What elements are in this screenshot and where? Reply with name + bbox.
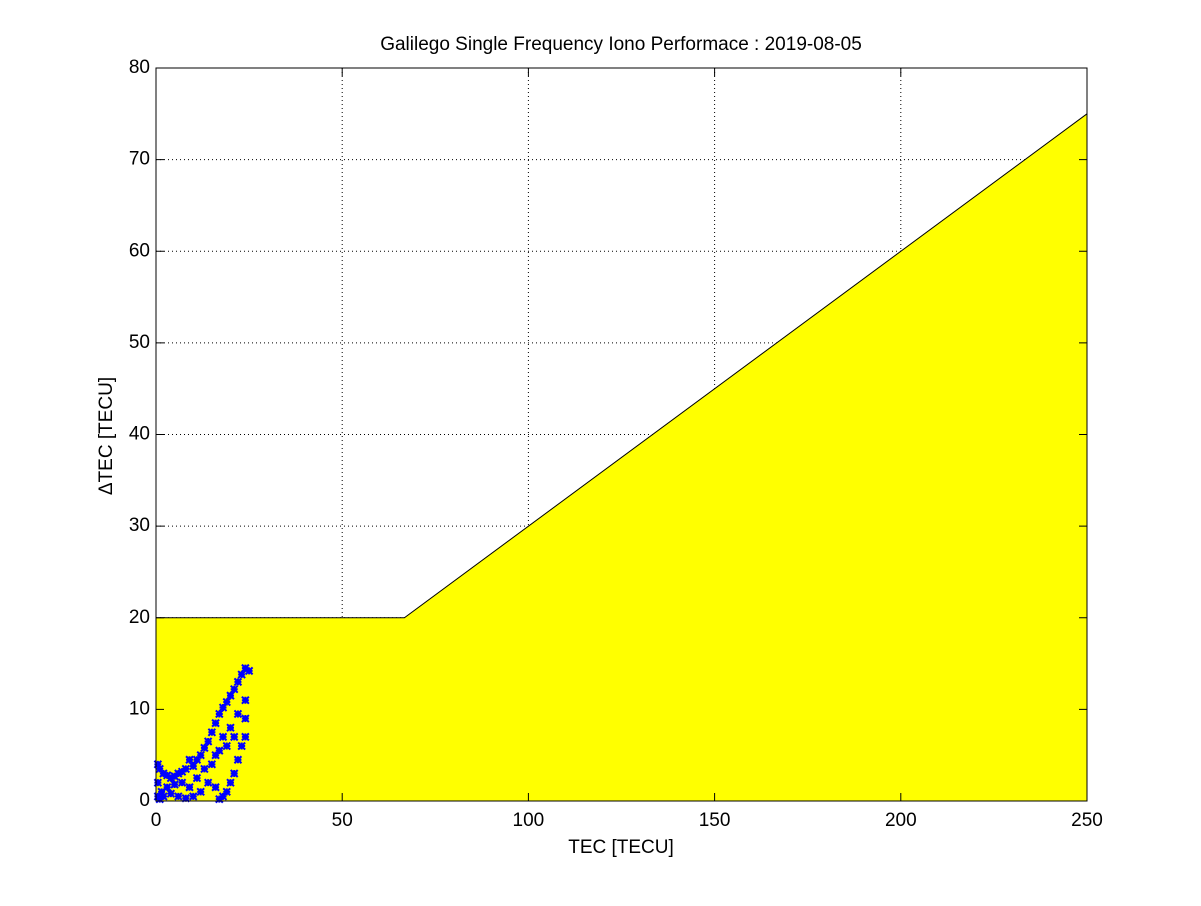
y-tick-label: 30 bbox=[129, 515, 150, 536]
y-tick-label: 40 bbox=[129, 424, 150, 445]
y-tick-label: 50 bbox=[129, 332, 150, 353]
scatter-point bbox=[222, 741, 231, 751]
scatter-point bbox=[207, 728, 217, 737]
scatter-point bbox=[200, 743, 209, 753]
scatter-point bbox=[162, 783, 172, 792]
scatter-point bbox=[215, 746, 224, 755]
scatter-point bbox=[200, 764, 209, 774]
scatter-point bbox=[233, 755, 243, 764]
scatter-point bbox=[157, 787, 166, 797]
scatter-point bbox=[226, 723, 235, 732]
scatter-point bbox=[233, 677, 243, 687]
x-tick-label: 50 bbox=[332, 810, 353, 831]
scatter-point bbox=[192, 773, 202, 783]
area-outline bbox=[156, 113, 1088, 619]
scatter-point bbox=[218, 703, 228, 712]
scatter-point bbox=[155, 764, 164, 774]
scatter-point bbox=[203, 737, 213, 746]
scatter-point bbox=[226, 691, 235, 700]
scatter-point bbox=[211, 783, 220, 792]
scatter-point bbox=[241, 732, 250, 742]
scatter-point bbox=[174, 792, 183, 801]
scatter-point bbox=[170, 780, 179, 789]
scatter-point bbox=[237, 741, 246, 751]
x-tick-label: 100 bbox=[513, 810, 545, 831]
scatter-point bbox=[211, 750, 220, 760]
x-tick-label: 250 bbox=[1071, 810, 1103, 831]
scatter-point bbox=[153, 760, 163, 769]
x-tick-label: 0 bbox=[151, 810, 162, 831]
x-tick-label: 200 bbox=[885, 810, 917, 831]
scatter-point bbox=[244, 666, 254, 676]
scatter-point bbox=[207, 760, 217, 769]
scatter-point bbox=[181, 794, 190, 803]
y-tick-label: 80 bbox=[129, 57, 150, 78]
x-tick-label: 150 bbox=[699, 810, 731, 831]
scatter-point bbox=[229, 685, 239, 694]
plot-area: 0 50 100 150 200 250 0 10 20 30 40 50 60 70 80 bbox=[129, 57, 1103, 831]
x-axis-label: TEC [TECU] bbox=[568, 837, 674, 858]
y-tick-label: 0 bbox=[139, 790, 150, 811]
scatter-point bbox=[203, 778, 213, 787]
y-tick-label: 60 bbox=[129, 240, 150, 261]
area bbox=[156, 113, 1087, 801]
scatter-point bbox=[177, 778, 187, 787]
scatter-point bbox=[222, 787, 231, 797]
scatter-point bbox=[196, 750, 205, 760]
scatter-point bbox=[185, 755, 194, 764]
scatter-point bbox=[189, 792, 198, 801]
scatter-point bbox=[166, 773, 176, 783]
chart-title: Galilego Single Frequency Iono Performac… bbox=[380, 34, 862, 55]
y-tick-label: 10 bbox=[129, 698, 150, 719]
scatter-point bbox=[196, 787, 205, 797]
scatter-point bbox=[229, 732, 239, 742]
scatter-point bbox=[181, 764, 190, 774]
scatter-point bbox=[215, 709, 224, 719]
y-tick-label: 70 bbox=[129, 149, 150, 170]
scatter-point bbox=[233, 709, 243, 719]
scatter-point bbox=[241, 714, 250, 723]
y-axis-label: ΔTEC [TECU] bbox=[96, 377, 117, 495]
scatter-point bbox=[215, 794, 224, 804]
scatter-point bbox=[222, 697, 231, 707]
scatter-point bbox=[218, 732, 228, 742]
scatter-point bbox=[159, 769, 168, 778]
scatter-point bbox=[166, 789, 176, 798]
scatter-point bbox=[153, 778, 163, 787]
scatter-point bbox=[226, 778, 235, 787]
scatter-point bbox=[192, 755, 202, 764]
scatter-point bbox=[189, 761, 198, 771]
scatter-point bbox=[185, 783, 194, 792]
scatter-point bbox=[237, 670, 246, 679]
scatter-point bbox=[241, 696, 250, 705]
y-tick-label: 20 bbox=[129, 607, 150, 628]
scatter-point bbox=[229, 769, 239, 778]
scatter-point bbox=[211, 718, 220, 728]
scatter-point bbox=[155, 794, 164, 804]
scatter-point bbox=[174, 769, 183, 778]
